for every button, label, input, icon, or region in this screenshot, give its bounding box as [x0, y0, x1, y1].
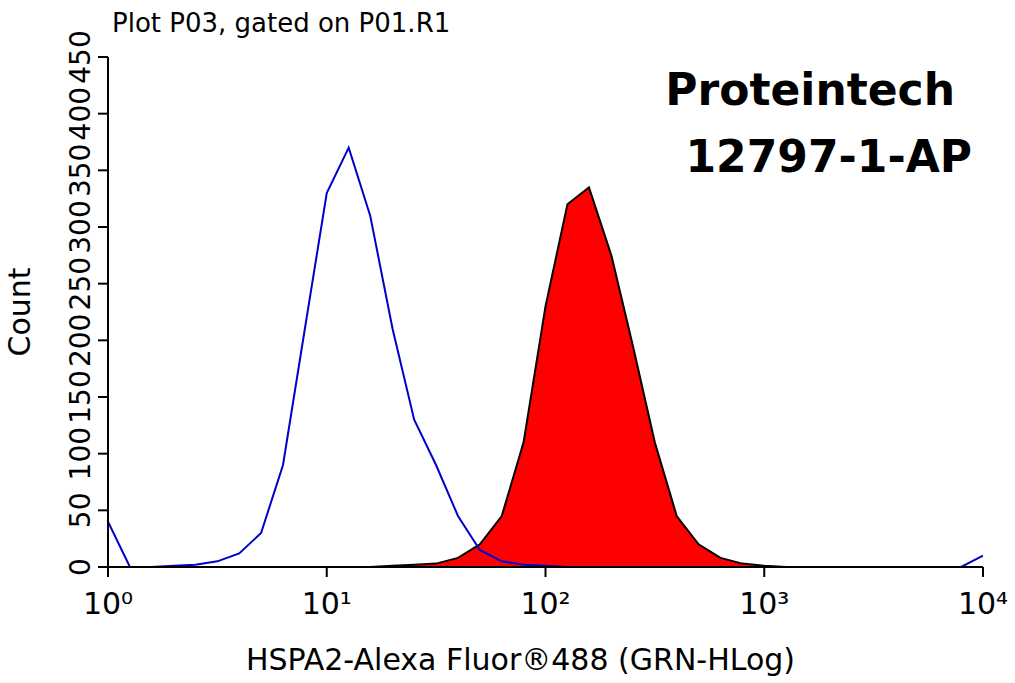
y-tick-label: 200: [64, 314, 97, 367]
y-tick: [98, 56, 108, 58]
y-tick: [98, 396, 108, 398]
histogram-line: [108, 148, 983, 567]
x-tick: [763, 567, 765, 577]
y-tick-label: 250: [64, 257, 97, 310]
plot-area: [108, 148, 983, 567]
x-tick-label: 10⁴: [958, 586, 1008, 621]
x-tick: [326, 567, 328, 577]
annotation: 12797-1-AP: [685, 131, 972, 182]
y-tick-label: 350: [64, 144, 97, 197]
y-tick-label: 300: [64, 200, 97, 253]
x-axis-label: HSPA2-Alexa Fluor®488 (GRN-HLog): [246, 642, 795, 677]
title: Plot P03, gated on P01.R1: [112, 8, 450, 38]
x-tick-label: 10¹: [302, 586, 352, 621]
y-axis-label: Count: [2, 267, 37, 356]
y-tick: [98, 113, 108, 115]
annotation: Proteintech: [665, 64, 955, 115]
chart: 10⁰ 10¹ 10² 10³ 10⁴ 0 50 100 150200 250 300350 400 4…: [0, 0, 1015, 683]
y-axis: [107, 57, 109, 567]
y-tick: [98, 566, 108, 568]
x-tick-label: 10³: [739, 586, 789, 621]
y-tick: [98, 169, 108, 171]
x-tick-label: 10²: [520, 586, 570, 621]
y-tick-label: 100: [64, 427, 97, 480]
histogram-area: [108, 187, 983, 567]
y-tick: [98, 453, 108, 455]
y-tick-label: 450: [64, 30, 97, 83]
x-tick: [982, 567, 984, 577]
y-tick-label: 150: [64, 370, 97, 423]
y-tick: [98, 339, 108, 341]
x-tick: [545, 567, 547, 577]
y-tick-label: 400: [64, 87, 97, 140]
y-tick: [98, 226, 108, 228]
y-tick-label: 50: [64, 493, 97, 529]
y-tick: [98, 283, 108, 285]
y-tick-label: 0: [64, 558, 97, 576]
x-tick-label: 10⁰: [83, 586, 133, 621]
y-tick: [98, 509, 108, 511]
x-tick: [107, 567, 109, 577]
